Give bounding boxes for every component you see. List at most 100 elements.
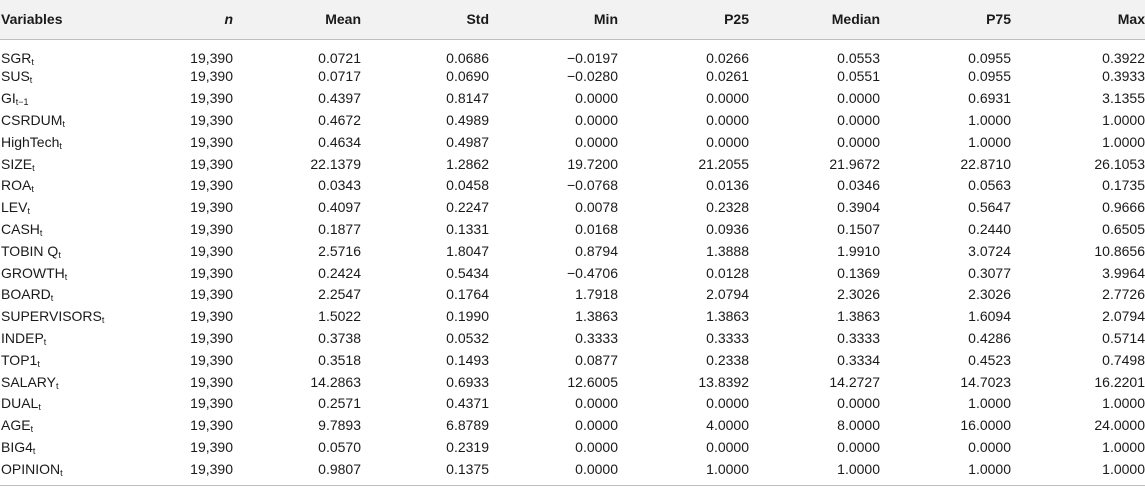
cell-min: 0.8794 bbox=[575, 242, 618, 259]
cell-max: 3.1355 bbox=[1102, 90, 1145, 107]
cell-n: 19,390 bbox=[190, 329, 233, 346]
cell-median: 0.3904 bbox=[837, 199, 880, 216]
variable-cell: DUALt bbox=[0, 392, 117, 414]
variable-subscript: t bbox=[29, 75, 33, 86]
cell-max: 1.0000 bbox=[1102, 438, 1145, 455]
cell-median: 0.0000 bbox=[837, 90, 880, 107]
cell-max: 0.9666 bbox=[1102, 199, 1145, 216]
cell-p25: 0.0136 bbox=[706, 177, 749, 194]
variable-cell: GIt−1 bbox=[0, 87, 117, 109]
table-row: BOARDt 19,390 2.2547 0.1764 1.7918 2.0794 2.30… bbox=[0, 283, 1145, 305]
cell-p75: 3.0724 bbox=[968, 242, 1011, 259]
cell-p25: 0.3333 bbox=[706, 329, 749, 346]
table-row: DUALt 19,390 0.2571 0.4371 0.0000 0.0000 0.000… bbox=[0, 392, 1145, 414]
table-row: GIt−1 19,390 0.4397 0.8147 0.0000 0.0000 0.000… bbox=[0, 87, 1145, 109]
cell-min: 0.0168 bbox=[575, 220, 618, 237]
cell-mean: 0.3738 bbox=[318, 329, 361, 346]
cell-std: 0.0690 bbox=[446, 68, 489, 85]
cell-std: 0.6933 bbox=[446, 373, 489, 390]
variable-subscript: t bbox=[30, 424, 34, 435]
cell-p75: 0.5647 bbox=[968, 199, 1011, 216]
cell-median: 0.0000 bbox=[837, 395, 880, 412]
cell-min: −0.4706 bbox=[567, 264, 618, 281]
cell-min: 0.0000 bbox=[575, 417, 618, 434]
cell-p75: 0.4286 bbox=[968, 329, 1011, 346]
cell-std: 0.4371 bbox=[446, 395, 489, 412]
cell-mean: 0.4672 bbox=[318, 111, 361, 128]
variable-subscript: t bbox=[39, 227, 43, 238]
variable-subscript: t bbox=[38, 402, 41, 413]
cell-std: 0.0458 bbox=[446, 177, 489, 194]
cell-min: 0.0000 bbox=[575, 133, 618, 150]
table-row: BIG4t 19,390 0.0570 0.2319 0.0000 0.0000 0.000… bbox=[0, 436, 1145, 458]
variable-subscript: t bbox=[27, 206, 30, 217]
cell-n: 19,390 bbox=[190, 90, 233, 107]
variable-cell: TOBIN Qt bbox=[0, 240, 117, 262]
cell-p25: 21.2055 bbox=[698, 155, 749, 172]
cell-min: 1.3863 bbox=[575, 308, 618, 325]
header-max: Max bbox=[1117, 11, 1145, 28]
cell-std: 1.8047 bbox=[446, 242, 489, 259]
cell-median: 0.0551 bbox=[837, 68, 880, 85]
cell-median: 0.0000 bbox=[837, 111, 880, 128]
cell-n: 19,390 bbox=[190, 460, 233, 477]
variable-name: SUS bbox=[1, 68, 30, 85]
cell-max: 2.0794 bbox=[1102, 308, 1145, 325]
cell-n: 19,390 bbox=[190, 308, 233, 325]
variable-cell: SALARYt bbox=[0, 371, 117, 393]
cell-std: 0.5434 bbox=[446, 264, 489, 281]
cell-mean: 2.5716 bbox=[318, 242, 361, 259]
cell-p75: 22.8710 bbox=[960, 155, 1011, 172]
cell-std: 0.0532 bbox=[446, 329, 489, 346]
table-row: LEVt 19,390 0.4097 0.2247 0.0078 0.2328 0.3904… bbox=[0, 196, 1145, 218]
cell-min: 1.7918 bbox=[575, 286, 618, 303]
cell-mean: 0.0343 bbox=[318, 177, 361, 194]
cell-p75: 1.0000 bbox=[968, 395, 1011, 412]
cell-min: 0.0877 bbox=[575, 351, 618, 368]
cell-n: 19,390 bbox=[190, 220, 233, 237]
cell-mean: 14.2863 bbox=[310, 373, 361, 390]
cell-n: 19,390 bbox=[190, 199, 233, 216]
cell-min: 12.6005 bbox=[567, 373, 618, 390]
cell-p75: 0.6931 bbox=[968, 90, 1011, 107]
cell-p75: 0.0955 bbox=[968, 68, 1011, 85]
cell-median: 1.9910 bbox=[837, 242, 880, 259]
cell-median: 1.0000 bbox=[837, 460, 880, 477]
table-row: ROAt 19,390 0.0343 0.0458 −0.0768 0.0136 0.034… bbox=[0, 174, 1145, 196]
cell-p25: 0.0000 bbox=[706, 395, 749, 412]
variable-cell: SGRt bbox=[0, 39, 117, 67]
cell-max: 1.0000 bbox=[1102, 460, 1145, 477]
cell-max: 1.0000 bbox=[1102, 133, 1145, 150]
cell-mean: 22.1379 bbox=[310, 155, 361, 172]
cell-max: 3.9964 bbox=[1102, 264, 1145, 281]
cell-mean: 0.1877 bbox=[318, 220, 361, 237]
variable-name: AGE bbox=[1, 417, 31, 434]
cell-std: 1.2862 bbox=[446, 155, 489, 172]
cell-mean: 9.7893 bbox=[318, 417, 361, 434]
cell-n: 19,390 bbox=[190, 68, 233, 85]
cell-p75: 0.3077 bbox=[968, 264, 1011, 281]
variable-cell: OPINIONt bbox=[0, 458, 117, 480]
variable-cell: AGEt bbox=[0, 414, 117, 436]
variable-name: ROA bbox=[1, 177, 32, 194]
cell-max: 2.7726 bbox=[1102, 286, 1145, 303]
variable-name: GI bbox=[1, 90, 16, 107]
cell-n: 19,390 bbox=[190, 133, 233, 150]
variable-subscript: t bbox=[58, 249, 61, 260]
cell-n: 19,390 bbox=[190, 242, 233, 259]
cell-std: 0.1493 bbox=[446, 351, 489, 368]
cell-p75: 16.0000 bbox=[960, 417, 1011, 434]
cell-n: 19,390 bbox=[190, 395, 233, 412]
table-row: SUSt 19,390 0.0717 0.0690 −0.0280 0.0261 0.055… bbox=[0, 66, 1145, 88]
cell-mean: 0.4397 bbox=[318, 90, 361, 107]
cell-n: 19,390 bbox=[190, 264, 233, 281]
variable-name: GROWTH bbox=[1, 264, 65, 281]
variable-cell: TOP1t bbox=[0, 349, 117, 371]
cell-std: 0.1331 bbox=[446, 220, 489, 237]
cell-max: 0.6505 bbox=[1102, 220, 1145, 237]
variable-name: CSRDUM bbox=[1, 111, 63, 128]
cell-p25: 2.0794 bbox=[706, 286, 749, 303]
cell-std: 6.8789 bbox=[446, 417, 489, 434]
cell-p75: 0.2440 bbox=[968, 220, 1011, 237]
